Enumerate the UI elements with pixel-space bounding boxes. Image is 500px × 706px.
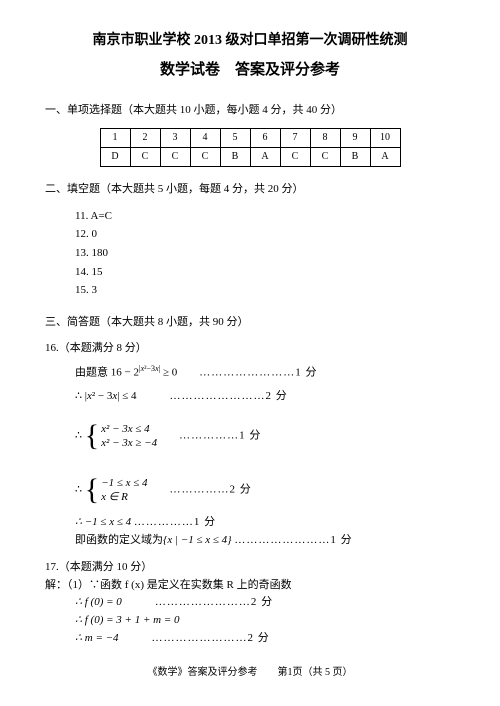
page-subtitle: 数学试卷 答案及评分参考	[45, 58, 455, 82]
q17-title: 17.（本题满分 10 分）	[45, 559, 455, 577]
section2-heading: 二、填空题（本大题共 5 小题，每题 4 分，共 20 分）	[45, 181, 455, 199]
table-cell: C	[130, 147, 160, 166]
section1-heading: 一、单项选择题（本大题共 10 小题，每小题 4 分，共 40 分）	[45, 102, 455, 120]
table-cell: B	[220, 147, 250, 166]
answer-table: 1 2 3 4 5 6 7 8 9 10 D C C C B A C C B A	[100, 128, 401, 167]
q17-line: ∴ f (0) = 0 ……………………2 分	[75, 594, 455, 612]
fill-item: 15. 3	[75, 281, 455, 300]
table-cell: A	[250, 147, 280, 166]
q17-line: 解：（1）∵函数 f (x) 是定义在实数集 R 上的奇函数	[45, 577, 455, 595]
q16-line: ∴ −1 ≤ x ≤ 4 ……………1 分	[75, 514, 455, 532]
q16-line: 由题意 16 − 2|x²−3x| ≥ 0 ……………………1 分	[75, 363, 455, 382]
section3-heading: 三、简答题（本大题共 8 小题，共 90 分）	[45, 314, 455, 332]
q16-line: ∴ |x² − 3x| ≤ 4 ……………………2 分	[75, 388, 455, 406]
q16-line: ∴ {x² − 3x ≤ 4x² − 3x ≥ −4 ……………1 分	[75, 412, 455, 460]
q16-title: 16.（本题满分 8 分）	[45, 340, 455, 358]
table-cell: 9	[340, 128, 370, 147]
table-cell: 2	[130, 128, 160, 147]
q16-line: 即函数的定义域为{x | −1 ≤ x ≤ 4} ……………………1 分	[75, 532, 455, 550]
table-cell: C	[310, 147, 340, 166]
q17-line: ∴ f (0) = 3 + 1 + m = 0	[75, 612, 455, 630]
table-cell: 7	[280, 128, 310, 147]
q17-line: ∴ m = −4 ……………………2 分	[75, 630, 455, 648]
fill-item: 11. A=C	[75, 207, 455, 226]
table-cell: 8	[310, 128, 340, 147]
table-cell: 5	[220, 128, 250, 147]
table-cell: 10	[370, 128, 400, 147]
table-cell: D	[100, 147, 130, 166]
table-cell: 1	[100, 128, 130, 147]
table-cell: C	[190, 147, 220, 166]
fill-item: 14. 15	[75, 263, 455, 282]
fill-item: 13. 180	[75, 244, 455, 263]
table-cell: 3	[160, 128, 190, 147]
q16-line: ∴ {−1 ≤ x ≤ 4x ∈ R ……………2 分	[75, 466, 455, 514]
fill-item: 12. 0	[75, 225, 455, 244]
table-cell: C	[280, 147, 310, 166]
table-cell: 6	[250, 128, 280, 147]
page-title: 南京市职业学校 2013 级对口单招第一次调研性统测	[45, 30, 455, 52]
table-cell: B	[340, 147, 370, 166]
table-cell: C	[160, 147, 190, 166]
table-cell: 4	[190, 128, 220, 147]
page-footer: 《数学》答案及评分参考 第1页（共 5 页）	[45, 665, 455, 681]
table-cell: A	[370, 147, 400, 166]
